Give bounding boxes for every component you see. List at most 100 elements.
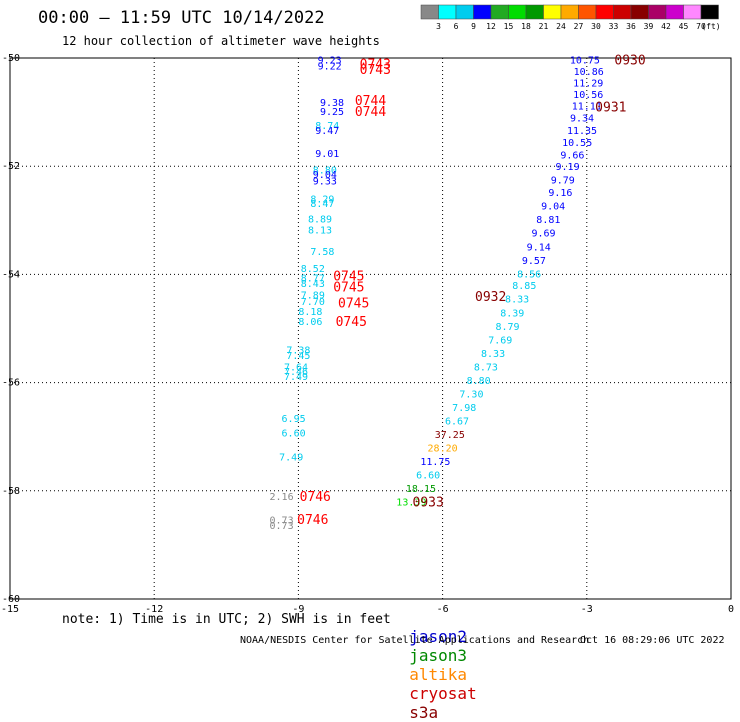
wave-height-label: 8.79 [495, 322, 519, 333]
wave-height-label: 10.56 [573, 90, 603, 101]
note-text: note: 1) Time is in UTC; 2) SWH is in fe… [62, 612, 391, 627]
wave-height-label: 8.73 [474, 362, 498, 373]
wave-height-label: 7.70 [301, 297, 325, 308]
wave-height-label: 8.18 [298, 307, 322, 318]
wave-height-label: 9.04 [313, 170, 337, 181]
pass-time-label: 0744 [355, 94, 386, 109]
colorbar-swatch [508, 4, 527, 20]
wave-height-label: 7.69 [488, 335, 512, 346]
pass-time-label: 0745 [333, 269, 364, 284]
wave-height-label: 9.33 [313, 176, 337, 187]
colorbar-swatch [455, 4, 474, 20]
legend-s3a: s3a [409, 703, 439, 722]
wave-height-label: 7.49 [284, 372, 308, 383]
y-tick-label: -60 [2, 594, 20, 605]
wave-height-label: 7.58 [310, 247, 334, 258]
colorbar-label: 36 [626, 22, 636, 31]
legend-jason2: jason2 [409, 627, 468, 646]
wave-height-label: 7.98 [452, 403, 476, 414]
pass-time-label: 0746 [297, 513, 328, 528]
wave-height-label: 8.80 [467, 376, 491, 387]
pass-time-label: 0745 [333, 280, 364, 295]
wave-height-label: 9.19 [556, 162, 580, 173]
wave-height-label: 10.86 [574, 67, 604, 78]
colorbar-label: 21 [539, 22, 549, 31]
wave-height-label: 9.69 [531, 229, 555, 240]
wave-height-label: 0.73 [270, 521, 294, 532]
wave-height-label: 9.01 [315, 149, 339, 160]
wave-height-label: 8.29 [310, 195, 334, 206]
pass-time-label: 0745 [338, 297, 369, 312]
colorbar-label: 18 [521, 22, 531, 31]
wave-height-label: 9.57 [522, 256, 546, 267]
colorbar-label: (ft) [701, 22, 720, 31]
wave-height-label: 8.74 [315, 121, 339, 132]
y-tick-label: -56 [2, 378, 20, 389]
wave-height-label: 9.34 [570, 114, 594, 125]
x-tick-label: 0 [728, 604, 734, 615]
colorbar-swatch [630, 4, 649, 20]
wave-height-labels: 9.239.229.389.258.749.479.018.809.049.33… [270, 56, 604, 532]
colorbar-label: 12 [486, 22, 496, 31]
pass-time-label: 0743 [360, 57, 391, 72]
pass-time-label: 0745 [336, 315, 367, 330]
y-tick-label: -54 [2, 269, 20, 280]
colorbar-swatch [665, 4, 684, 20]
chart-title: 00:00 – 11:59 UTC 10/14/2022 [38, 8, 325, 28]
wave-height-label: 11.11 [572, 102, 602, 113]
wave-height-label: 9.04 [541, 202, 565, 213]
colorbar-label: 9 [471, 22, 476, 31]
wave-height-label: 11.35 [567, 126, 597, 137]
wave-height-label: 6.67 [445, 416, 469, 427]
wave-height-label: 8.47 [310, 199, 334, 210]
wave-height-label: 7.45 [286, 351, 310, 362]
plot-frame [9, 57, 732, 600]
wave-height-label: 11.29 [573, 78, 603, 89]
wave-height-label: 8.52 [301, 264, 325, 275]
wave-height-label: 9.66 [560, 150, 584, 161]
colorbar-swatch [473, 4, 492, 20]
wave-height-label: 2.16 [270, 492, 294, 503]
wave-height-label: 6.60 [282, 428, 306, 439]
colorbar-swatch [560, 4, 579, 20]
wave-height-label: 7.46 [284, 367, 308, 378]
wave-height-label: 7.89 [301, 290, 325, 301]
pass-time-label: 0930 [614, 54, 645, 69]
colorbar-swatch [595, 4, 614, 20]
x-tick-label: -9 [292, 604, 304, 615]
colorbar-swatch [490, 4, 509, 20]
wave-height-label: 37.25 [435, 430, 465, 441]
colorbar-swatch [613, 4, 632, 20]
wave-height-label: 13.39 [396, 498, 426, 509]
pass-time-label: 0932 [475, 290, 506, 305]
colorbar-swatch [578, 4, 597, 20]
wave-height-label: 8.81 [536, 215, 560, 226]
wave-height-label: 8.39 [500, 308, 524, 319]
colorbar-label: 39 [644, 22, 654, 31]
legend-jason3: jason3 [409, 646, 468, 665]
wave-height-label: 7.30 [459, 389, 483, 400]
wave-height-label: 10.75 [570, 56, 600, 67]
wave-height-label: 9.38 [320, 98, 344, 109]
wave-height-label: 8.56 [517, 269, 541, 280]
wave-height-label: 8.06 [298, 317, 322, 328]
colorbar-swatch [543, 4, 562, 20]
wave-height-label: 10.55 [562, 138, 592, 149]
wave-height-label: 9.16 [548, 188, 572, 199]
pass-time-label: 0933 [413, 496, 444, 511]
wave-height-label: 0.73 [270, 515, 294, 526]
wave-height-label: 8.13 [308, 225, 332, 236]
colorbar-swatch [420, 4, 439, 20]
pass-time-label: 0743 [360, 63, 391, 78]
wave-height-label: 8.33 [481, 349, 505, 360]
legend-altika: altika [409, 665, 468, 684]
wave-height-label: 7.64 [284, 362, 308, 373]
wave-height-label: 9.25 [320, 107, 344, 118]
colorbar-label: 42 [661, 22, 671, 31]
pass-time-label: 0931 [595, 101, 626, 116]
wave-height-label: 9.22 [318, 62, 342, 73]
colorbar-label: 33 [609, 22, 619, 31]
legend-cryosat: cryosat [409, 684, 477, 703]
wave-height-label: 9.79 [551, 176, 575, 187]
x-tick-label: -3 [581, 604, 593, 615]
